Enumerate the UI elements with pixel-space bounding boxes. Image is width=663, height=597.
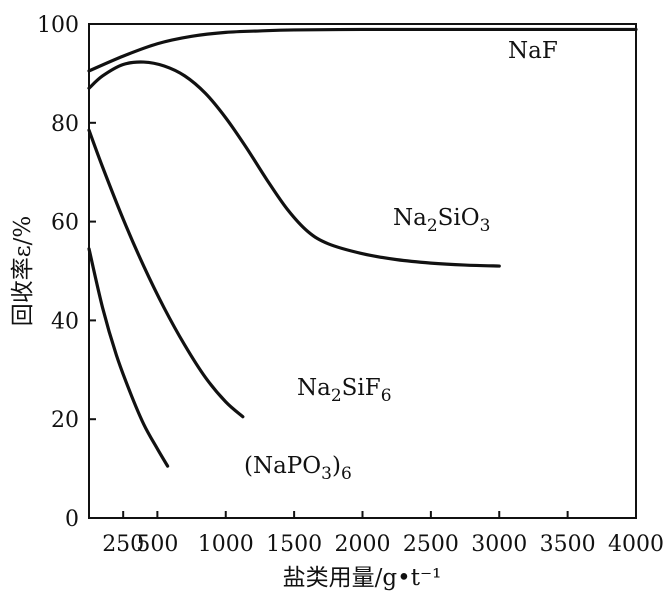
na2sif6-line [87, 128, 245, 419]
y-tick-label: 80 [51, 112, 79, 137]
x-tick-label: 3500 [540, 532, 596, 557]
x-tick-label: 1500 [266, 532, 322, 557]
x-tick-label: 4000 [608, 532, 663, 557]
naf-line [87, 27, 638, 73]
x-tick-label: 500 [136, 532, 178, 557]
y-tick-label: 40 [51, 309, 79, 334]
plot-frame [88, 23, 637, 519]
y-tick-label: 20 [51, 408, 79, 433]
series-lines [87, 27, 638, 468]
x-axis-title: 盐类用量/g•t⁻¹ [283, 565, 442, 591]
na2sif6-label: Na2SiF6 [297, 375, 392, 406]
x-tick-label: 1000 [198, 532, 254, 557]
na2sio3-line [87, 60, 501, 268]
x-tick-label: 250 [102, 532, 144, 557]
y-tick-label: 100 [37, 13, 79, 38]
y-axis-title: 回收率ε/% [10, 216, 36, 327]
naf-label: NaF [508, 38, 558, 64]
na2sio3-label: Na2SiO3 [393, 205, 490, 236]
napo3-6-label: (NaPO3)6 [244, 453, 352, 484]
x-tick-label: 3000 [471, 532, 527, 557]
series-labels: NaF Na2SiO3 Na2SiF6 (NaPO3)6 [244, 38, 558, 484]
napo3-6-line [87, 247, 170, 468]
y-tick-label: 0 [65, 507, 79, 532]
x-tick-label: 2500 [403, 532, 459, 557]
y-tick-label: 60 [51, 211, 79, 236]
x-tick-label: 2000 [335, 532, 391, 557]
